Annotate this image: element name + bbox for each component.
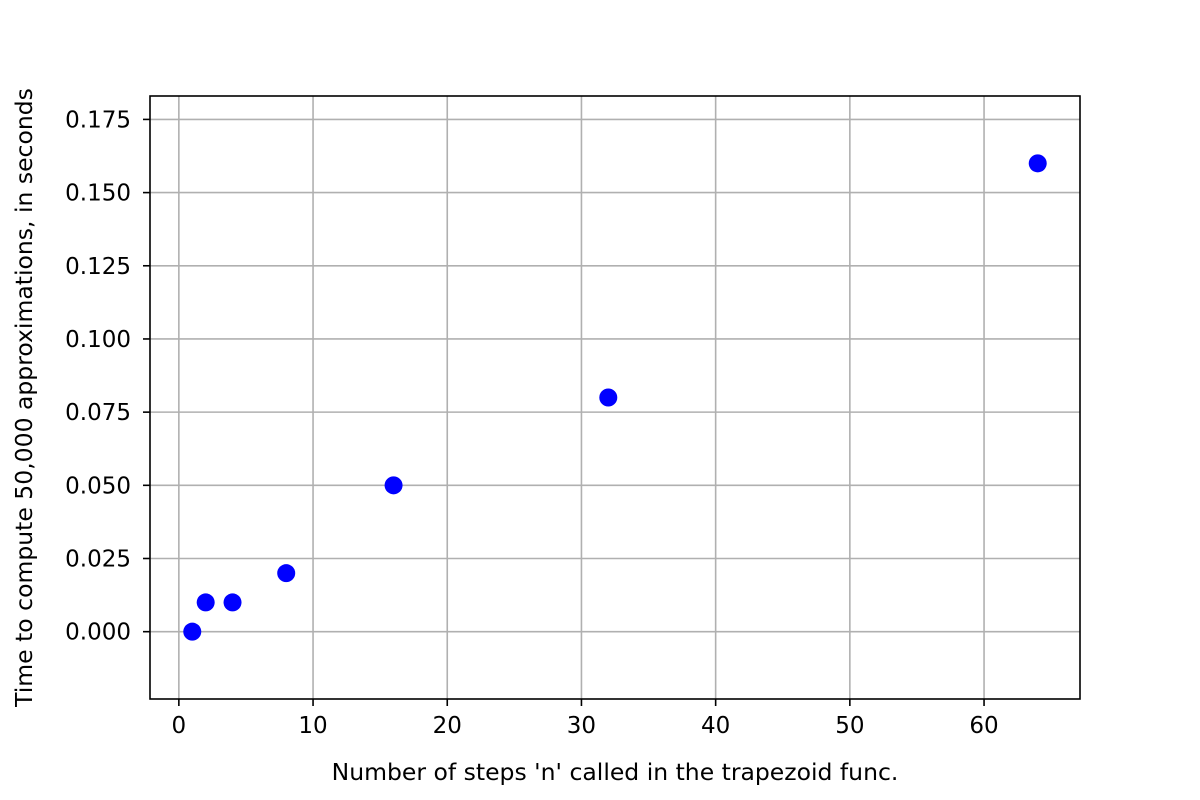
x-tick-label: 50 [835,713,864,739]
y-tick-label: 0.075 [65,400,131,426]
y-tick-label: 0.175 [65,107,131,133]
x-tick-label: 20 [433,713,462,739]
data-point [223,593,242,612]
x-tick-label: 0 [172,713,187,739]
data-point [277,564,296,583]
y-tick-label: 0.025 [65,546,131,572]
y-tick-label: 0.125 [65,254,131,280]
data-point [183,622,202,641]
data-point [1028,154,1047,173]
data-point [599,388,618,407]
plot-area-frame [149,95,1081,700]
x-tick-label: 40 [701,713,730,739]
grid [150,96,1080,699]
y-axis-label: Time to compute 50,000 approximations, i… [10,88,38,708]
x-axis-label: Number of steps 'n' called in the trapez… [332,758,899,786]
data-point [196,593,215,612]
x-tick-label: 30 [567,713,596,739]
x-tick-label: 10 [298,713,327,739]
y-tick-label: 0.050 [65,473,131,499]
y-tick-label: 0.000 [65,620,131,646]
y-tick-label: 0.150 [65,181,131,207]
data-point [384,476,403,495]
data-points [183,154,1047,641]
axis-ticks: 0 10 20 30 40 50 60 0.000 0.025 0.050 0.075 0.100 0.… [65,107,999,739]
y-tick-label: 0.100 [65,327,131,353]
x-tick-label: 60 [969,713,998,739]
